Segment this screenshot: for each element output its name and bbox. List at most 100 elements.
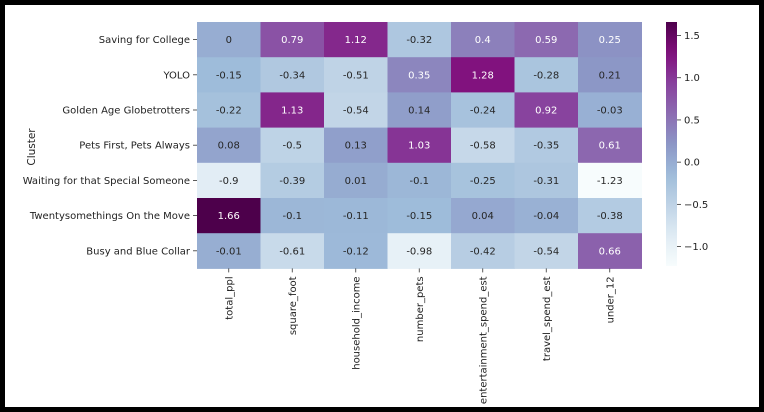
row-tick-label: YOLO (162, 70, 190, 81)
heatmap-cell (260, 22, 325, 58)
row-tick-label: Twentysomethings On the Move (29, 211, 190, 222)
heatmap-cell (260, 233, 325, 269)
cell-value-label: 0.21 (599, 70, 621, 81)
heatmap-cell (514, 57, 579, 93)
heatmap-cell (197, 127, 261, 164)
heatmap-cell (197, 57, 261, 93)
cell-value-label: -0.22 (216, 106, 242, 117)
heatmap-cell (260, 92, 325, 129)
heatmap-cell (451, 198, 515, 234)
column-tick-label: number_pets (415, 276, 426, 342)
cell-value-label: -0.35 (533, 141, 559, 152)
row-tick-label: Pets First, Pets Always (79, 141, 190, 152)
cell-value-label: 0.25 (599, 35, 621, 46)
cell-value-label: -0.03 (597, 106, 623, 117)
cell-value-label: 0.79 (281, 35, 303, 46)
heatmap-cell (578, 198, 642, 234)
row-tick-labels: Saving for College YOLO Golden Age Globetr… (23, 35, 197, 257)
cell-value-label: 0.13 (345, 141, 367, 152)
cell-value-label: 0.66 (599, 246, 621, 257)
cell-value-label: 1.28 (472, 70, 494, 81)
colorbar: 1.5 1.0 0.5 0.0 −0.5 −1.0 (666, 22, 708, 266)
heatmap-cell (451, 127, 515, 164)
heatmap-cell (451, 162, 515, 199)
cell-value-label: -0.15 (406, 211, 432, 222)
cell-value-label: -0.98 (406, 246, 432, 257)
cell-value-label: -0.54 (343, 106, 369, 117)
cell-value-label: 0.92 (535, 106, 557, 117)
heatmap-cell (451, 92, 515, 129)
cell-value-label: -0.12 (343, 246, 369, 257)
cell-value-label: -0.58 (470, 141, 496, 152)
heatmap-cell (578, 233, 642, 269)
cell-value-label: 0.4 (475, 35, 491, 46)
colorbar-tick-label: −1.0 (684, 242, 708, 253)
cell-value-label: -0.32 (406, 35, 432, 46)
heatmap-cell (260, 162, 325, 199)
row-tick-label: Saving for College (99, 35, 190, 46)
cell-value-label: -1.23 (597, 176, 623, 187)
figure-frame: 0 0.79 1.12 -0.32 0.4 0.59 0.25 -0.15 -0.34 -0.51… (5, 5, 759, 407)
column-tick-label: square_foot (288, 276, 299, 335)
heatmap-cell (324, 57, 388, 93)
heatmap-chart: 0 0.79 1.12 -0.32 0.4 0.59 0.25-0.15 -0.34 -0.51… (23, 22, 708, 404)
column-tick-label: household_income (351, 276, 362, 369)
heatmap-cell (387, 198, 452, 234)
heatmap-cell (387, 127, 452, 164)
cell-value-label: -0.42 (470, 246, 496, 257)
cell-value-label: 0.01 (345, 176, 367, 187)
heatmap-cell (324, 127, 388, 164)
colorbar-tick-label: 1.5 (684, 31, 700, 42)
cell-value-label: -0.38 (597, 211, 623, 222)
colorbar-tick-label: 1.0 (684, 73, 700, 84)
column-tick-label: entertainment_spend_est (478, 276, 489, 404)
heatmap-cell (324, 233, 388, 269)
heatmap-cell (387, 22, 452, 58)
cell-value-label: 1.03 (408, 141, 430, 152)
heatmap-cell (324, 92, 388, 129)
heatmap-cell (197, 22, 261, 58)
heatmap-cell (578, 127, 642, 164)
heatmap-cell (387, 162, 452, 199)
heatmap-cell (514, 198, 579, 234)
cell-value-label: -0.34 (279, 70, 305, 81)
colorbar-tick-label: −0.5 (684, 200, 708, 211)
column-tick-label: travel_spend_est (542, 276, 553, 361)
cell-value-label: 0.59 (535, 35, 557, 46)
heatmap-cell (578, 22, 642, 58)
cell-value-label: -0.9 (219, 176, 239, 187)
cell-value-label: -0.1 (282, 211, 302, 222)
cell-value-label: -0.51 (343, 70, 369, 81)
column-tick-label: under_12 (605, 276, 616, 323)
heatmap-cell (578, 92, 642, 129)
heatmap-cell (387, 233, 452, 269)
cell-value-label: 1.13 (281, 106, 303, 117)
heatmap-cell (578, 57, 642, 93)
column-tick-labels: total_ppl square_foot household_income numb… (224, 268, 616, 404)
heatmap-cell (451, 57, 515, 93)
heatmap-cell (324, 22, 388, 58)
colorbar-tick-label: 0.0 (684, 158, 700, 169)
heatmap-cell (324, 162, 388, 199)
cell-value-label: -0.54 (533, 246, 559, 257)
cell-value-label: -0.15 (216, 70, 242, 81)
cell-value-label: -0.04 (533, 211, 559, 222)
colorbar-tick-label: 0.5 (684, 115, 700, 126)
cell-value-label: -0.1 (409, 176, 429, 187)
row-tick-label: Golden Age Globetrotters (62, 106, 190, 117)
heatmap-cell (514, 92, 579, 129)
heatmap-cell (514, 233, 579, 269)
heatmap-cell-labels: 0 0.79 1.12 -0.32 0.4 0.59 0.25-0.15 -0.34 -0.51… (216, 35, 623, 257)
cell-value-label: -0.39 (279, 176, 305, 187)
row-tick-label: Waiting for that Special Someone (23, 176, 190, 187)
column-tick-label: total_ppl (224, 276, 235, 319)
cell-value-label: -0.5 (282, 141, 302, 152)
cell-value-label: -0.31 (533, 176, 559, 187)
heatmap-cell (514, 22, 579, 58)
colorbar-gradient (666, 22, 677, 266)
heatmap-cell (197, 198, 261, 234)
cell-value-label: 0.14 (408, 106, 430, 117)
heatmap-cell (514, 127, 579, 164)
heatmap-cell (197, 92, 261, 129)
heatmap-cell (324, 198, 388, 234)
